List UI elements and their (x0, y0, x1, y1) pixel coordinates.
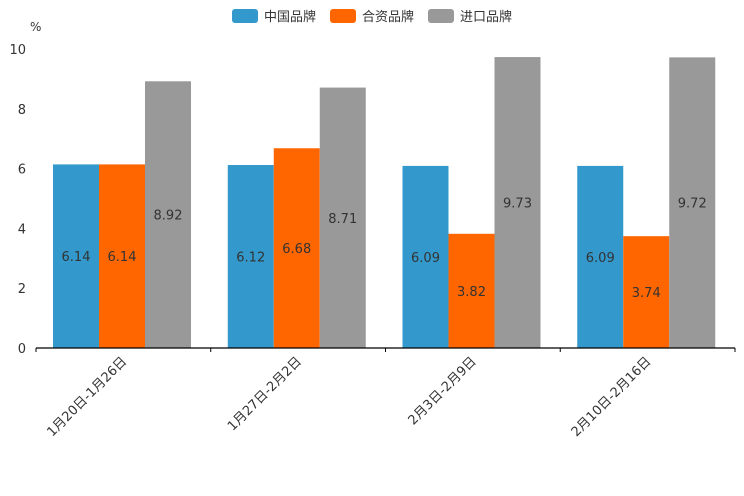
data-label: 8.71 (328, 212, 357, 227)
data-label: 6.09 (411, 251, 440, 266)
bar-1-2[interactable] (319, 87, 366, 349)
bar-0-1[interactable] (99, 164, 145, 348)
bar-1-0[interactable] (227, 165, 274, 348)
legend-swatch-china (231, 8, 258, 23)
x-tick-label: 1月27日-2月2日 (225, 354, 305, 434)
x-tick-label: 1月20日-1月26日 (44, 354, 130, 440)
y-tick-label: 4 (18, 222, 26, 237)
data-label: 9.73 (503, 197, 532, 212)
y-tick-label: 0 (18, 342, 26, 357)
data-label: 8.92 (154, 209, 183, 224)
legend-label-import: 进口品牌 (460, 10, 513, 25)
bar-3-1[interactable] (623, 236, 670, 348)
bar-3-0[interactable] (577, 165, 624, 348)
legend-swatch-jv (329, 8, 356, 23)
legend-label-jv: 合资品牌 (361, 10, 414, 25)
bar-3-2[interactable] (669, 57, 716, 348)
bar-1-1[interactable] (273, 148, 320, 348)
data-label: 6.09 (586, 251, 615, 266)
y-tick-label: 8 (18, 103, 26, 118)
data-label: 6.14 (62, 250, 91, 265)
data-label: 6.14 (108, 250, 137, 265)
bar-2-2[interactable] (494, 57, 541, 348)
legend-swatch-import (428, 8, 454, 23)
y-tick-label: 10 (9, 43, 26, 58)
legend-item-import[interactable]: 进口品牌 (428, 6, 512, 25)
x-tick-label: 2月3日-2月9日 (406, 354, 480, 428)
bar-2-0[interactable] (402, 165, 449, 348)
y-tick-label: 6 (18, 163, 26, 178)
y-tick-label: 2 (18, 282, 26, 297)
bar-0-0[interactable] (53, 164, 99, 348)
data-label: 9.72 (678, 197, 707, 212)
data-label: 6.12 (236, 251, 265, 266)
bar-2-1[interactable] (448, 233, 495, 348)
chart-legend: 中国品牌 合资品牌 进口品牌 (0, 6, 744, 25)
data-label: 6.68 (282, 242, 311, 257)
data-label: 3.74 (632, 286, 661, 301)
bar-0-2[interactable] (145, 81, 191, 349)
data-label: 3.82 (457, 285, 486, 300)
x-tick-label: 2月10日-2月16日 (569, 354, 655, 440)
legend-item-china[interactable]: 中国品牌 (231, 6, 316, 25)
y-axis-unit: % (30, 20, 42, 34)
legend-item-jv[interactable]: 合资品牌 (329, 6, 414, 25)
legend-label-china: 中国品牌 (263, 10, 316, 25)
